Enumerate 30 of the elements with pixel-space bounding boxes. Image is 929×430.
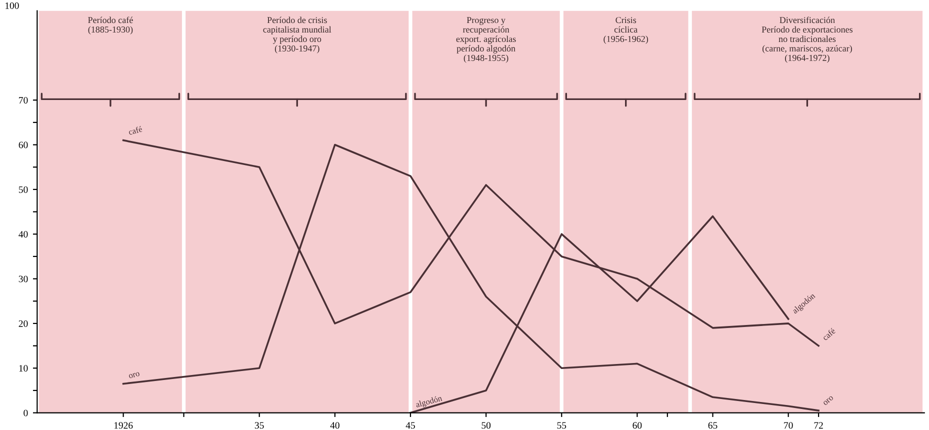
text: oro [823, 396, 834, 406]
y-tick-label: 20 [18, 320, 28, 327]
text: oro [128, 372, 140, 378]
text: 100 [6, 2, 19, 9]
x-tick-label: 65 [708, 422, 718, 429]
band-label: Diversificación Período de exportaciones no tradicionales (carne, mariscos, azúcar) (1964-1972) [762, 16, 853, 63]
x-tick-label: 1926 [114, 422, 133, 429]
y-tick-label: 30 [18, 276, 28, 282]
x-tick-label: 72 [814, 422, 823, 429]
x-tick-label: 50 [482, 422, 491, 429]
y-tick-label: 60 [18, 142, 28, 148]
y-tick-label: 70 [19, 97, 28, 104]
x-tick-label: 45 [406, 422, 415, 429]
text: algodón [415, 394, 443, 410]
y-tick-label: 50 [18, 186, 28, 193]
y-tick-label: 10 [19, 365, 28, 372]
band-label: Período café (1885-1930) [88, 16, 133, 34]
y-tick-label: 0 [24, 410, 28, 416]
x-tick-label: 35 [254, 422, 264, 429]
x-tick-label: 40 [330, 422, 340, 429]
band-label: Período de crisis capitalista mundial y período oro (1930-1947) [263, 16, 332, 54]
band-label: Progreso y recuperación export. agrícolas período algodón (1948-1955) [456, 17, 516, 63]
y-tick-label: 40 [18, 231, 28, 238]
x-tick-label: 55 [557, 422, 566, 429]
band-label: Crisis cíclica (1956-1962) [604, 17, 648, 44]
text: café [823, 328, 836, 341]
x-tick-label: 70 [784, 422, 793, 429]
x-tick-label: 60 [632, 422, 642, 429]
line-series [122, 144, 820, 412]
text: café [128, 126, 142, 136]
